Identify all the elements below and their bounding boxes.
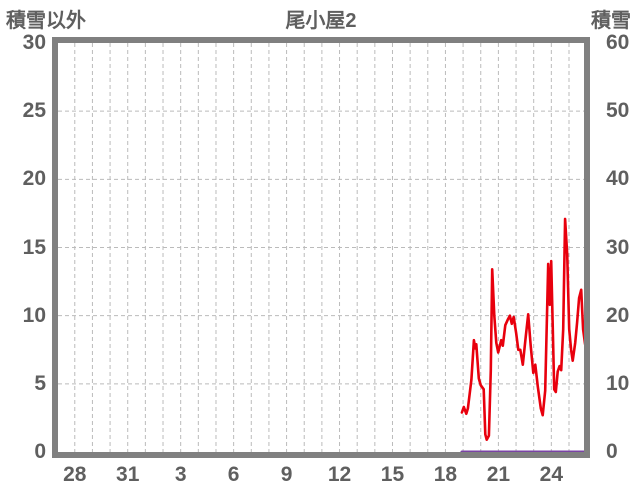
axis-tick-label: 60 [606,31,630,54]
axis-tick-label: 0 [34,440,46,463]
plot-frame [52,37,590,458]
axis-tick-label: 30 [22,31,46,54]
axis-tick-label: 15 [22,235,46,259]
axis-tick-label: 6 [227,463,240,486]
axis-tick-label: 31 [116,463,140,486]
axis-tick-label: 18 [433,463,458,486]
axis-tick-label: 15 [380,463,405,486]
axis-tick-label: 21 [486,463,511,486]
axis-tick-label: 3 [174,463,187,486]
axis-tick-label: 25 [22,99,46,123]
axis-tick-label: 20 [606,303,630,327]
axis-tick-label: 20 [22,167,46,191]
axis-tick-label: 9 [280,463,293,486]
axis-tick-label: 50 [606,99,630,123]
axis-tick-label: 24 [539,463,564,486]
series-line-left-axis [460,217,590,442]
axis-tick-label: 30 [606,235,630,259]
axis-tick-label: 5 [34,371,46,395]
axis-tick-label: 12 [327,463,352,486]
right-axis-title: 積雪 [591,10,631,32]
axis-tick-label: 10 [606,371,630,395]
axis-tick-label: 28 [63,463,87,486]
left-axis-title: 積雪以外 [6,10,86,32]
axis-tick-label: 10 [22,303,46,327]
axis-tick-label: 40 [606,167,630,191]
chart-title: 尾小屋2 [285,10,357,32]
axis-tick-label: 0 [606,440,618,463]
